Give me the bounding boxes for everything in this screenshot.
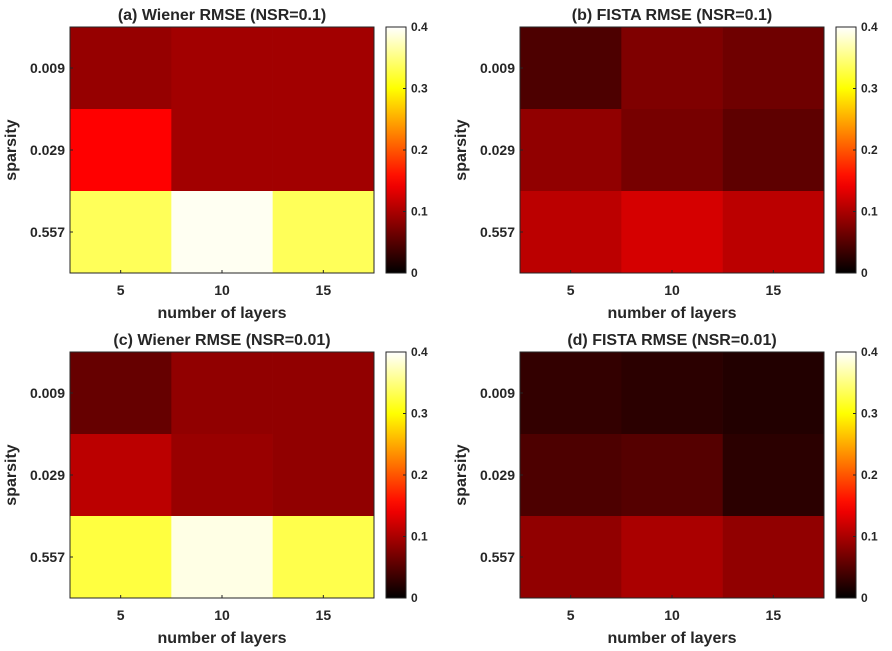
heatmap-cell bbox=[272, 27, 375, 110]
colorbar-tick-label: 0.1 bbox=[411, 530, 428, 544]
heatmap-cell bbox=[520, 352, 622, 435]
heatmap-cell bbox=[621, 109, 723, 192]
heatmap-cell bbox=[621, 352, 723, 435]
heatmap-cell bbox=[171, 27, 273, 110]
heatmap-cell bbox=[520, 27, 622, 110]
colorbar-tick-label: 0 bbox=[411, 591, 418, 605]
y-axis-label: sparsity bbox=[453, 119, 470, 180]
heatmap-cell bbox=[621, 191, 723, 274]
chart-title: (b) FISTA RMSE (NSR=0.1) bbox=[572, 7, 772, 24]
heatmap-cell bbox=[621, 27, 723, 110]
x-axis-label: number of layers bbox=[608, 305, 737, 322]
heatmap-cell bbox=[70, 352, 172, 435]
y-tick-label: 0.009 bbox=[30, 385, 65, 401]
heatmap-cell bbox=[171, 352, 273, 435]
x-tick-label: 10 bbox=[664, 282, 680, 298]
heatmap-cell bbox=[171, 109, 273, 192]
heatmap-cell bbox=[722, 27, 825, 110]
heatmap-cell bbox=[70, 191, 172, 274]
colorbar-tick-label: 0.1 bbox=[411, 205, 428, 219]
x-tick-label: 5 bbox=[567, 282, 575, 298]
colorbar-tick-label: 0.3 bbox=[861, 82, 878, 96]
heatmap-cell bbox=[722, 516, 825, 599]
x-tick-label: 10 bbox=[664, 607, 680, 623]
x-tick-label: 15 bbox=[316, 282, 332, 298]
colorbar-tick-label: 0.4 bbox=[861, 345, 878, 359]
x-tick-label: 10 bbox=[214, 282, 230, 298]
heatmap-cell bbox=[520, 191, 622, 274]
heatmap-cell bbox=[171, 191, 273, 274]
chart-title: (a) Wiener RMSE (NSR=0.1) bbox=[118, 7, 326, 24]
panel-d: (d) FISTA RMSE (NSR=0.01) 5 10 15 0.009 0.029… bbox=[453, 332, 878, 647]
colorbar-tick-label: 0.3 bbox=[861, 407, 878, 421]
heatmap-cell bbox=[171, 516, 273, 599]
colorbar-tick-label: 0.4 bbox=[411, 20, 428, 34]
y-tick-label: 0.009 bbox=[480, 385, 515, 401]
heatmap-cell bbox=[272, 516, 375, 599]
colorbar-tick-label: 0.1 bbox=[861, 530, 878, 544]
x-tick-label: 5 bbox=[117, 607, 125, 623]
y-tick-label: 0.557 bbox=[30, 224, 65, 240]
heatmap-cell bbox=[171, 434, 273, 517]
x-tick-label: 15 bbox=[766, 282, 782, 298]
heatmap-cell bbox=[70, 516, 172, 599]
heatmap-cell bbox=[70, 434, 172, 517]
y-tick-label: 0.029 bbox=[480, 467, 515, 483]
colorbar-tick-label: 0 bbox=[861, 591, 868, 605]
heatmap-cell bbox=[70, 27, 172, 110]
x-tick-label: 5 bbox=[567, 607, 575, 623]
heatmap-cell bbox=[722, 352, 825, 435]
x-tick-label: 10 bbox=[214, 607, 230, 623]
x-tick-label: 15 bbox=[766, 607, 782, 623]
y-tick-label: 0.557 bbox=[30, 549, 65, 565]
x-tick-label: 15 bbox=[316, 607, 332, 623]
colorbar-tick-label: 0.2 bbox=[861, 468, 878, 482]
colorbar-tick-label: 0 bbox=[861, 266, 868, 280]
heatmap-cell bbox=[272, 434, 375, 517]
heatmap-cell bbox=[621, 516, 723, 599]
colorbar-tick-label: 0.1 bbox=[861, 205, 878, 219]
chart-title: (d) FISTA RMSE (NSR=0.01) bbox=[567, 332, 776, 349]
colorbar-tick-label: 0.2 bbox=[411, 143, 428, 157]
heatmap-cell bbox=[272, 191, 375, 274]
y-tick-label: 0.009 bbox=[30, 60, 65, 76]
y-axis-label: sparsity bbox=[3, 444, 20, 505]
heatmap-cell bbox=[722, 109, 825, 192]
panel-b: (b) FISTA RMSE (NSR=0.1) 5 10 15 0.009 0.029 0… bbox=[453, 7, 878, 322]
heatmap-cell bbox=[520, 516, 622, 599]
y-tick-label: 0.557 bbox=[480, 549, 515, 565]
colorbar-tick-label: 0.3 bbox=[411, 82, 428, 96]
heatmap-cell bbox=[520, 109, 622, 192]
x-axis-label: number of layers bbox=[158, 305, 287, 322]
heatmap-cell bbox=[520, 434, 622, 517]
x-tick-label: 5 bbox=[117, 282, 125, 298]
y-tick-label: 0.009 bbox=[480, 60, 515, 76]
panel-a: (a) Wiener RMSE (NSR=0.1) 5 10 15 0.009 0.029… bbox=[3, 7, 428, 322]
colorbar-tick-label: 0.3 bbox=[411, 407, 428, 421]
heatmap-cell bbox=[272, 352, 375, 435]
x-axis-label: number of layers bbox=[158, 630, 287, 647]
y-tick-label: 0.557 bbox=[480, 224, 515, 240]
y-axis-label: sparsity bbox=[3, 119, 20, 180]
panel-c: (c) Wiener RMSE (NSR=0.01) 5 10 15 0.009 0.02… bbox=[3, 332, 428, 647]
x-axis-label: number of layers bbox=[608, 630, 737, 647]
y-tick-label: 0.029 bbox=[480, 142, 515, 158]
heatmap-cell bbox=[621, 434, 723, 517]
y-tick-label: 0.029 bbox=[30, 142, 65, 158]
y-tick-label: 0.029 bbox=[30, 467, 65, 483]
colorbar-tick-label: 0.4 bbox=[411, 345, 428, 359]
heatmap-cell bbox=[272, 109, 375, 192]
heatmap-cell bbox=[70, 109, 172, 192]
colorbar-tick-label: 0.2 bbox=[411, 468, 428, 482]
chart-title: (c) Wiener RMSE (NSR=0.01) bbox=[113, 332, 330, 349]
heatmap-cell bbox=[722, 434, 825, 517]
colorbar-tick-label: 0 bbox=[411, 266, 418, 280]
colorbar-tick-label: 0.4 bbox=[861, 20, 878, 34]
colorbar-tick-label: 0.2 bbox=[861, 143, 878, 157]
heatmap-cell bbox=[722, 191, 825, 274]
y-axis-label: sparsity bbox=[453, 444, 470, 505]
